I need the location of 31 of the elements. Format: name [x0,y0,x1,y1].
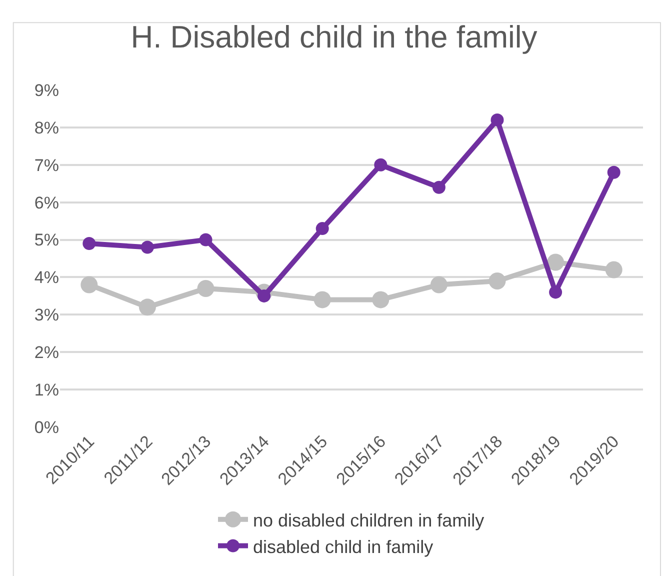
point [432,180,446,194]
y-tick-label: 6% [34,193,59,212]
point [607,166,620,179]
y-tick-label: 5% [34,230,59,250]
y-tick-label: 4% [34,268,59,288]
point [372,291,390,308]
point [374,158,388,172]
point [316,222,329,236]
y-tick-label: 0% [34,418,59,437]
legend-label: disabled child in family [253,536,434,557]
point [488,272,506,290]
point [140,240,154,254]
y-tick-label: 9% [34,80,59,100]
point [549,286,562,299]
point [199,233,212,246]
point [605,261,622,278]
point [430,276,448,294]
point [138,298,156,316]
y-tick-label: 3% [34,306,59,325]
y-tick-label: 7% [34,156,59,175]
point [80,276,98,294]
point [197,280,214,297]
point [314,291,331,308]
point [82,237,96,250]
y-tick-label: 8% [34,118,59,138]
y-tick-label: 2% [34,343,59,362]
legend-label: no disabled children in family [253,510,484,530]
chart-title: H. Disabled child in the family [130,20,538,55]
point [490,113,504,126]
point [547,254,564,271]
y-tick-label: 1% [34,380,59,400]
